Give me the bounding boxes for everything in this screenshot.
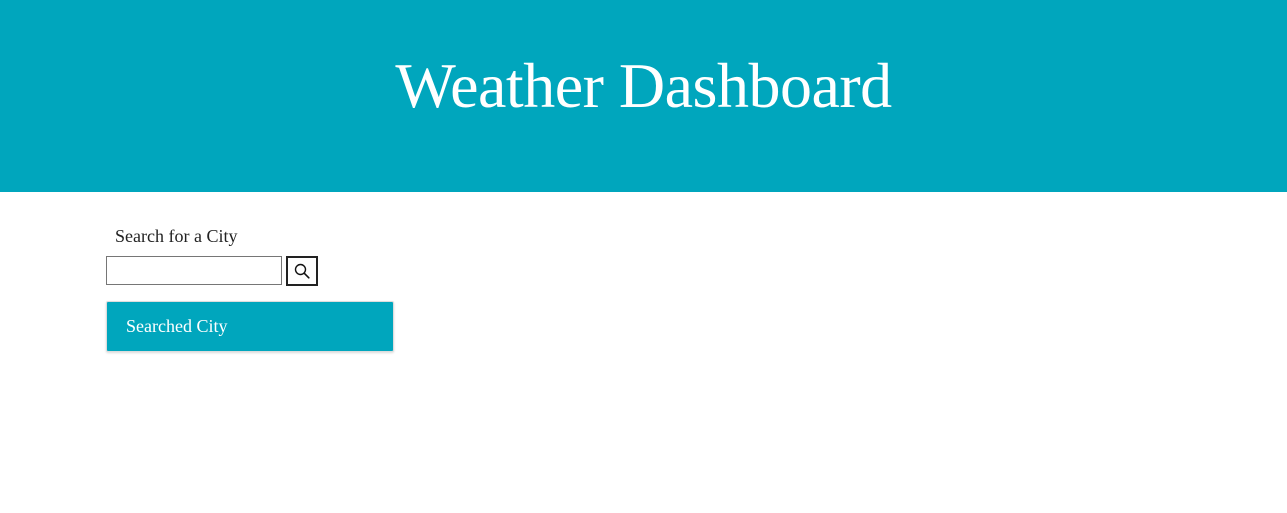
search-icon bbox=[294, 263, 310, 279]
searched-city-item[interactable]: Searched City bbox=[106, 301, 394, 352]
search-label: Search for a City bbox=[115, 226, 238, 246]
search-button[interactable] bbox=[286, 256, 318, 286]
page-title: Weather Dashboard bbox=[395, 50, 892, 121]
app-header: Weather Dashboard bbox=[0, 0, 1287, 192]
city-search-input[interactable] bbox=[106, 256, 282, 285]
